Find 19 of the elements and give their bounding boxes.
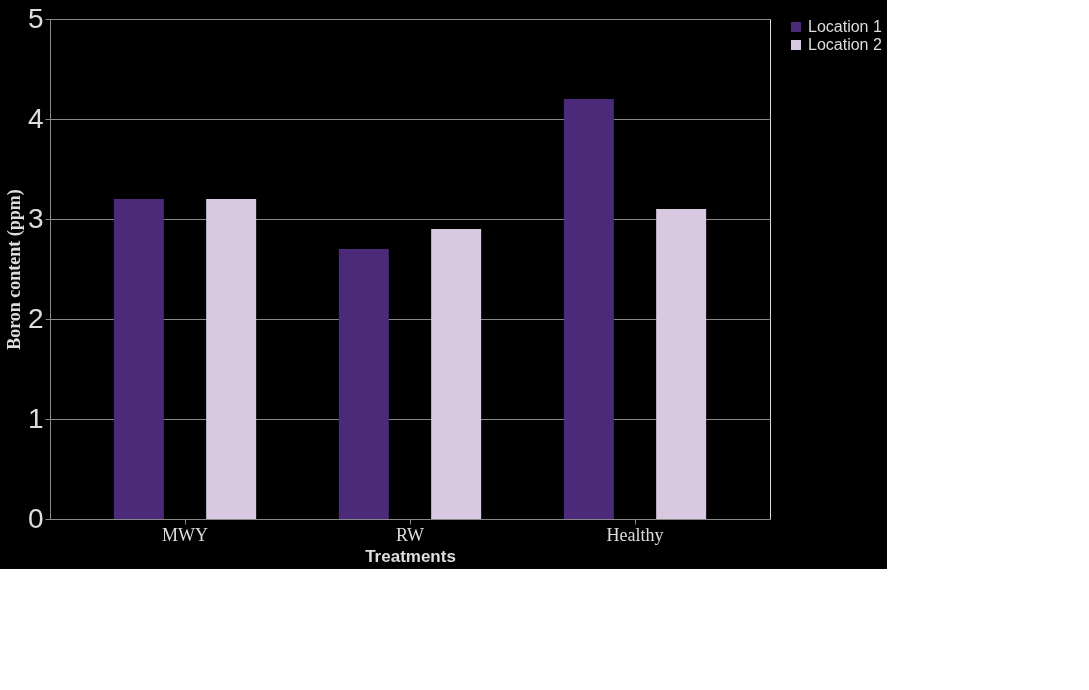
y-tick-label: 2 [27,302,44,334]
y-tick-label: 5 [27,2,44,34]
bar [113,199,164,519]
bar [338,249,389,519]
bar [431,229,482,519]
y-axis-title: Boron content (ppm) [3,189,25,350]
x-tick-label: RW [395,524,425,545]
bar [656,209,707,519]
y-tick-label: 0 [27,502,44,534]
x-axis-title: Treatments [365,546,456,566]
legend-label: Location 1 [808,18,882,35]
y-tick-label: 3 [27,202,44,234]
y-tick-label: 4 [27,102,44,134]
x-tick-label: Healthy [606,524,664,545]
legend-label: Location 2 [808,36,882,53]
bar [563,99,614,519]
bar [206,199,257,519]
y-tick-label: 1 [27,402,44,434]
x-tick-label: MWY [162,524,208,545]
